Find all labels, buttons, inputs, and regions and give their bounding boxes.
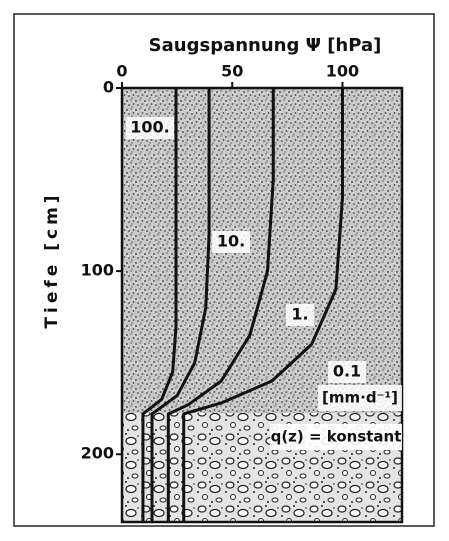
x-tick-label: 0 [116, 62, 127, 81]
x-tick-label: 100 [326, 62, 359, 81]
curve-label: 1. [291, 305, 308, 324]
plot-area [122, 88, 402, 522]
y-tick-label: 100 [81, 261, 114, 280]
y-tick-label: 0 [103, 78, 114, 97]
curve-label: 0.1 [333, 362, 361, 381]
curve-label: 10. [217, 232, 245, 251]
annotation: q(z) = konstant [271, 428, 402, 446]
y-tick-label: 200 [81, 444, 114, 463]
y-axis-label: Tiefe [cm] [42, 191, 62, 328]
unit-label: [mm·d⁻¹] [322, 389, 398, 407]
curve-label: 100. [130, 118, 169, 137]
chart-title: Saugspannung Ψ [hPa] [149, 35, 382, 56]
chart: Saugspannung Ψ [hPa] Tiefe [cm] 0 50 100 0 1… [0, 0, 449, 541]
x-tick-label: 50 [221, 62, 243, 81]
